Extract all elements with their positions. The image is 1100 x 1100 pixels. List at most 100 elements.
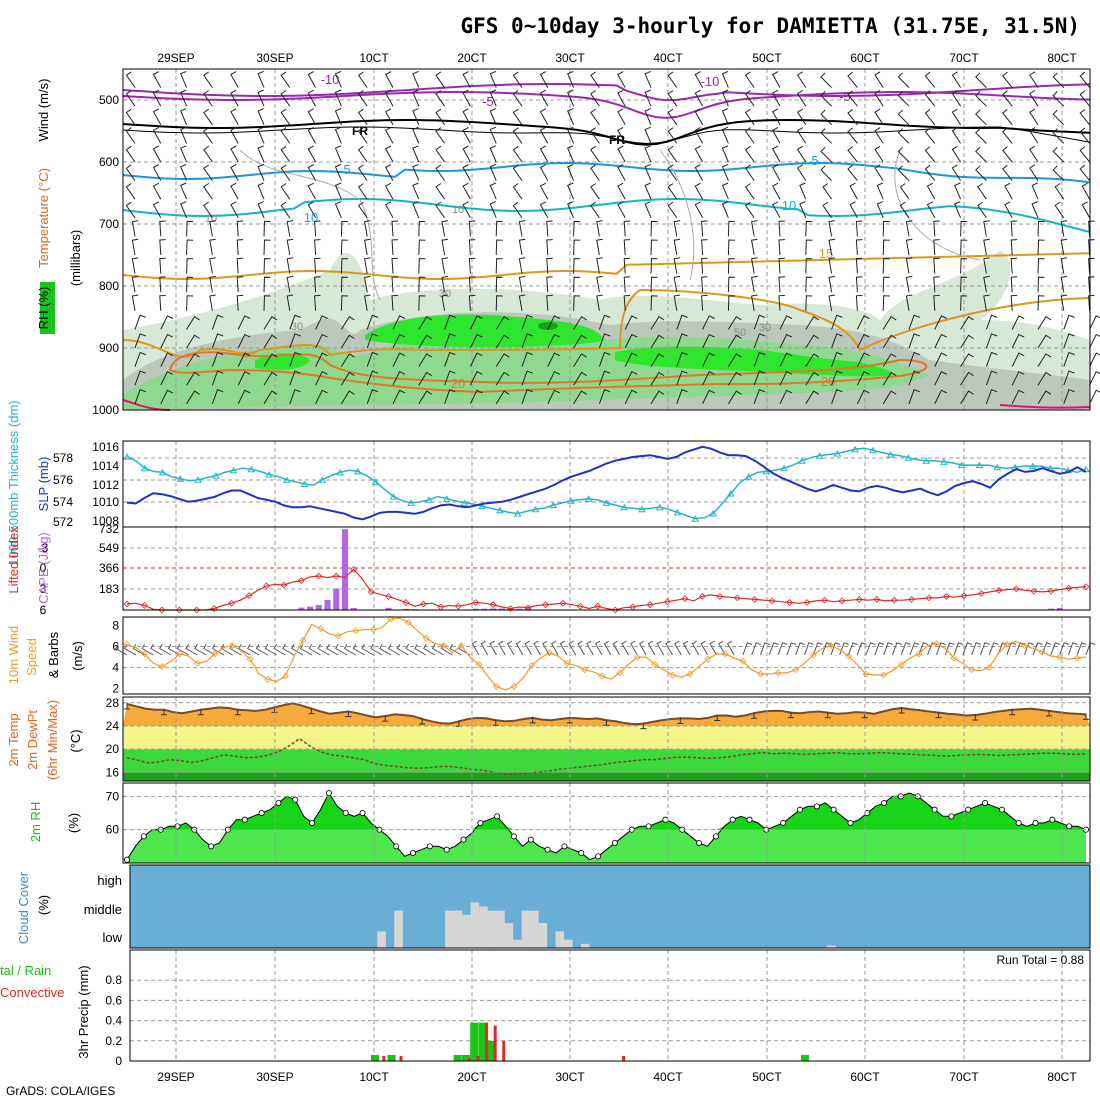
wind-barb — [694, 201, 704, 219]
wind10m-barb — [414, 643, 427, 656]
wind-barb — [721, 108, 729, 125]
thickness-point — [247, 465, 256, 473]
temp-minmax-bar — [677, 717, 684, 724]
wind-barb — [702, 333, 715, 349]
wind-barb — [772, 164, 781, 181]
wind-barb — [469, 352, 483, 367]
ylabel-cape: CAPE (J/kg) — [36, 532, 51, 604]
cloud-low-bar — [470, 902, 480, 948]
wind-barb — [985, 370, 998, 386]
wind-barb — [495, 258, 503, 274]
wind-barb — [673, 238, 681, 256]
temp-minmax-bar — [197, 708, 204, 716]
wind-barb — [1088, 294, 1095, 311]
cloud-low-bar — [538, 923, 548, 948]
wind10m-barb — [299, 643, 313, 656]
rh-point — [309, 820, 316, 827]
rh-point — [393, 843, 400, 850]
wind-barb — [855, 239, 863, 256]
wind-barb — [847, 90, 858, 107]
wind-barb — [1089, 352, 1100, 367]
wind10m-barb — [1023, 642, 1034, 656]
rh-point — [527, 836, 534, 843]
wind-barb — [391, 257, 398, 274]
wind-barb — [856, 389, 870, 405]
wind10m-speed-point — [422, 634, 430, 642]
wind-barb — [280, 201, 291, 219]
wind-barb — [908, 333, 920, 349]
wind10m-barb — [498, 640, 506, 656]
cloud-low-bar — [445, 910, 454, 948]
ylabel-wind10m-d: (m/s) — [70, 641, 85, 671]
wind-barb — [489, 145, 497, 163]
wind-barb — [590, 108, 600, 126]
wind-barb — [908, 314, 920, 330]
y-tick-label: 4 — [112, 661, 119, 675]
precip-convective-bar — [502, 1040, 506, 1061]
lifted-index-point — [629, 603, 637, 611]
wind-barb — [289, 351, 301, 367]
wind-barb — [539, 108, 549, 126]
x-tick-label-top: 20CT — [457, 51, 487, 65]
rh-point — [359, 810, 366, 817]
wind-barb — [856, 371, 870, 386]
wind-barb — [152, 201, 162, 219]
x-tick-label-bottom: 30CT — [555, 1070, 585, 1084]
wind-barb — [1011, 371, 1025, 386]
cape-bar — [525, 606, 532, 610]
wind-barb — [521, 314, 533, 330]
slp-line — [126, 445, 1087, 521]
wind-barb — [1060, 275, 1068, 293]
wind-barb — [876, 182, 884, 200]
wind-barb — [444, 351, 456, 367]
precip-total-bar — [800, 1054, 809, 1061]
wind-barb — [772, 71, 781, 88]
wind-barb — [573, 276, 581, 293]
wind10m-speed-point — [246, 655, 254, 663]
wind-barb — [211, 351, 224, 367]
wind-barb — [418, 258, 426, 274]
wind-barb — [849, 182, 858, 200]
y-tick-label: 549 — [99, 541, 119, 555]
wind-barb — [744, 71, 755, 88]
wind-barb — [418, 334, 433, 349]
wind10m-barb — [308, 643, 321, 656]
rh-point — [780, 820, 787, 827]
wind-barb — [257, 70, 265, 88]
rh-point — [494, 813, 501, 820]
wind-barb — [435, 127, 446, 144]
lifted-index-point — [873, 596, 881, 603]
wind-barb — [721, 70, 729, 88]
wind-barb — [462, 71, 471, 88]
thickness-point — [993, 463, 1002, 471]
lifted-index-point — [733, 594, 741, 602]
wind-barb — [257, 108, 265, 125]
wind-barb — [934, 389, 948, 405]
wind-barb — [983, 294, 990, 311]
wind-barb — [364, 220, 371, 237]
wind10m-barb — [795, 642, 805, 656]
wind-barb — [828, 238, 835, 256]
wind-barb — [186, 316, 200, 330]
thickness-point — [371, 478, 380, 485]
thickness-point — [389, 493, 398, 500]
ylabel-cloud: Cloud Cover — [16, 871, 31, 944]
wind-barb — [435, 71, 446, 88]
wind-barb — [230, 145, 239, 163]
wind-barb — [590, 71, 600, 88]
wind-barb — [518, 238, 526, 256]
wind-barb — [779, 371, 793, 386]
wind-barb — [286, 275, 294, 293]
wind-barb — [366, 389, 379, 404]
y-tick-label: 600 — [99, 155, 119, 169]
wind-barb — [667, 127, 678, 144]
wind-barb — [567, 201, 575, 218]
wind-barb — [721, 126, 729, 144]
x-tick-label-bottom: 29SEP — [157, 1070, 194, 1084]
y-tick-label: 900 — [99, 341, 119, 355]
lifted-index-point — [960, 592, 968, 600]
label-20: 20 — [451, 376, 465, 391]
wind-barb — [721, 163, 729, 181]
wind-barb — [152, 182, 162, 200]
cape-bar — [472, 608, 479, 610]
